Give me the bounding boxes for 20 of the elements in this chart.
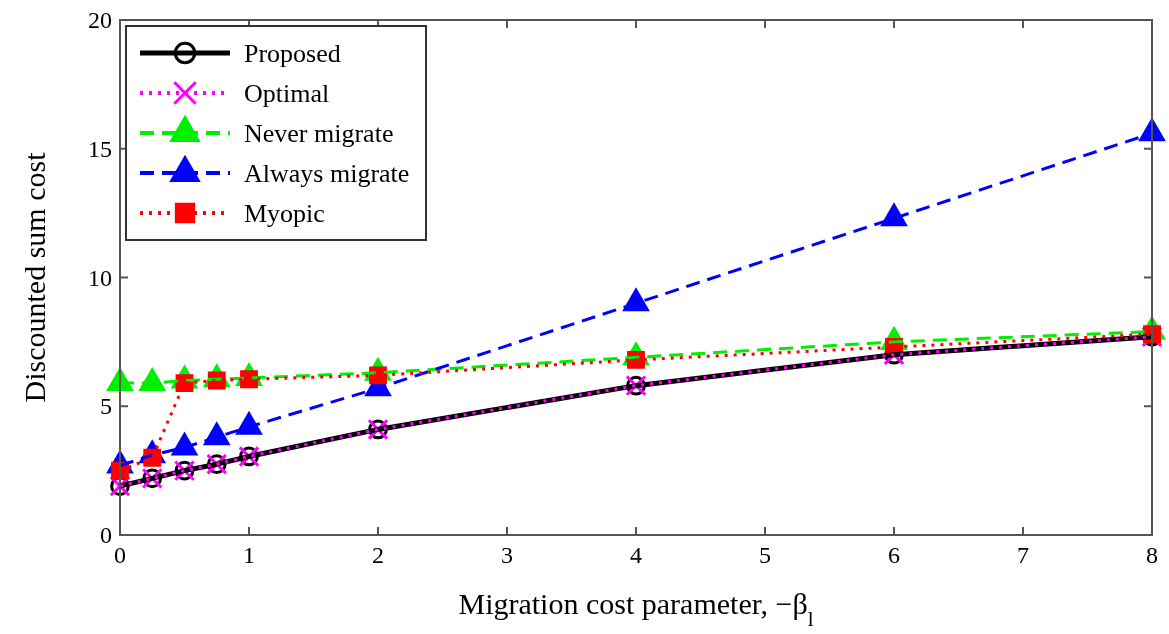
x-tick-label: 7 (1017, 542, 1029, 568)
x-tick-label: 1 (243, 542, 255, 568)
y-tick-label: 15 (88, 135, 112, 162)
x-tick-label: 3 (501, 542, 513, 568)
x-tick-label: 4 (630, 542, 642, 568)
legend-label: Never migrate (244, 119, 394, 148)
legend-label: Optimal (244, 79, 330, 108)
legend-label: Myopic (244, 199, 325, 228)
y-axis-title: Discounted sum cost (18, 151, 51, 403)
x-tick-label: 8 (1146, 542, 1158, 568)
y-tick-label: 5 (100, 393, 112, 420)
x-axis-title: Migration cost parameter, −β$_{l}$ (458, 587, 814, 631)
x-tick-label: 2 (372, 542, 384, 568)
y-tick-label: 0 (100, 522, 112, 548)
x-tick-label: 5 (759, 542, 771, 568)
x-tick-label: 6 (888, 542, 900, 568)
y-tick-label: 20 (88, 7, 112, 33)
y-tick-label: 10 (88, 264, 112, 291)
legend-label: Proposed (244, 39, 341, 68)
legend-label: Always migrate (244, 159, 410, 188)
